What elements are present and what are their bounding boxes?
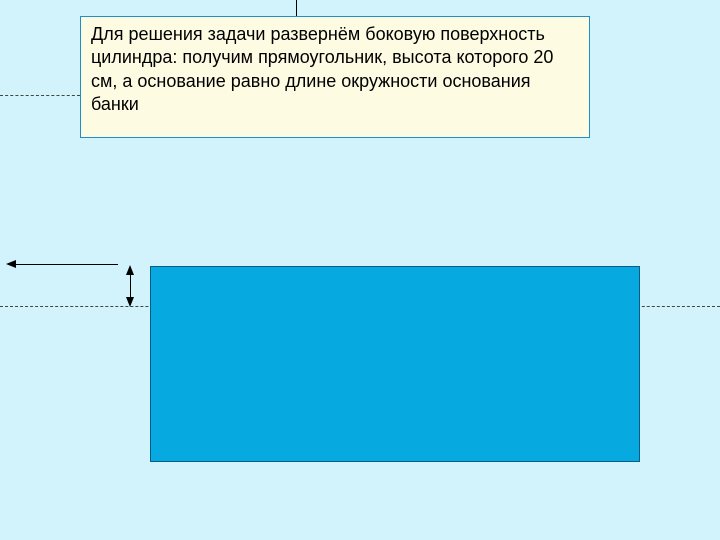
dimension-line bbox=[130, 272, 131, 300]
unrolled-cylinder-rect bbox=[150, 266, 640, 462]
problem-text: Для решения задачи развернём боковую пов… bbox=[91, 24, 553, 114]
horizontal-axis-arrow bbox=[6, 260, 16, 268]
horizontal-axis-left bbox=[14, 264, 118, 265]
dashed-line-upper bbox=[0, 95, 80, 96]
problem-text-box: Для решения задачи развернём боковую пов… bbox=[80, 16, 590, 138]
vertical-axis-tick bbox=[296, 0, 297, 16]
dimension-arrow-up bbox=[126, 265, 134, 275]
dimension-arrow-down bbox=[126, 297, 134, 307]
